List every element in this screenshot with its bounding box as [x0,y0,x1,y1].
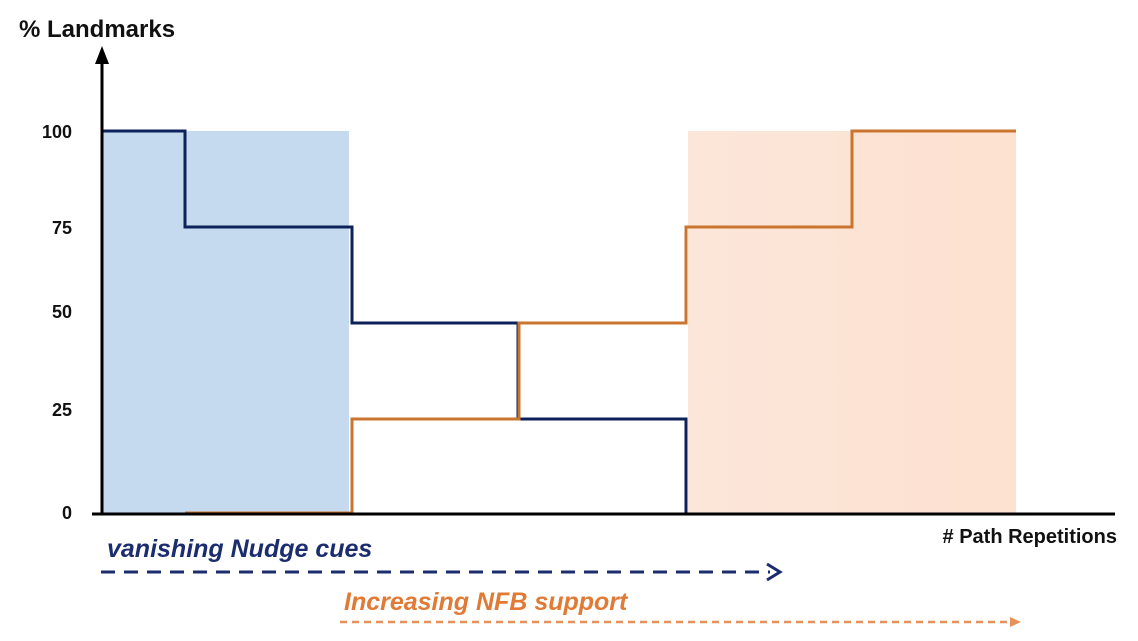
y-axis-arrow-icon [95,46,109,64]
nudge-caption: vanishing Nudge cues [107,535,372,563]
x-axis-label: # Path Repetitions [943,526,1117,548]
nudge-arrowhead-icon [766,562,783,582]
y-tick-100: 100 [42,122,72,142]
y-tick-25: 25 [52,400,72,420]
y-tick-0: 0 [62,503,72,523]
nudge-shaded-region [103,131,349,513]
nfb-step-line [185,129,1016,515]
nfb-arrowhead-icon [1010,617,1021,627]
nudge-step-line [103,129,768,516]
nfb-caption: Increasing NFB support [344,588,629,616]
y-tick-75: 75 [52,218,72,238]
y-tick-50: 50 [52,302,72,322]
y-axis-label: % Landmarks [19,16,175,43]
